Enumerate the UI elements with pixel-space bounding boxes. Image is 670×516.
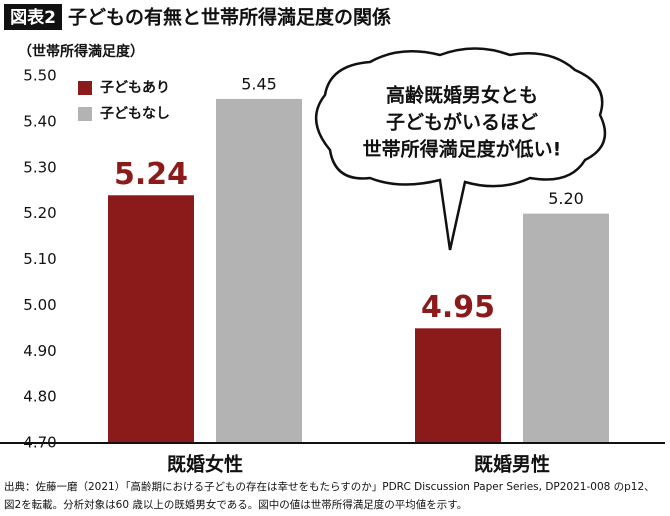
value-label: 5.20 <box>548 189 584 208</box>
chart-title: 子どもの有無と世帯所得満足度の関係 <box>68 6 391 29</box>
source: 図2を転載。分析対象は60 歳以上の既婚男女である。図中の値は世帯所得満足度の平… <box>4 498 467 511</box>
source: 出典：佐藤一磨（2021）「高齢期における子どもの存在は幸せをもたらすのか」PD… <box>4 480 655 493</box>
badge: 図表2 <box>10 7 56 28</box>
badge-box <box>4 4 62 30</box>
y-tick-label: 5.40 <box>23 112 56 130</box>
legend-swatch <box>78 81 92 95</box>
value-label: 5.24 <box>114 157 188 192</box>
annotation: 子どもがいるほど <box>386 111 538 134</box>
bar <box>523 213 609 443</box>
annotation: 高齢既婚男女とも <box>386 84 538 107</box>
legend-swatch <box>78 107 92 121</box>
annotation: 世帯所得満足度が低い! <box>363 138 562 161</box>
value-label: 5.45 <box>241 74 277 93</box>
speech-bubble <box>314 47 607 251</box>
x-tick-label: 既婚男性 <box>474 453 550 476</box>
x-tick-label: 既婚女性 <box>167 453 243 476</box>
y-tick-label: 4.80 <box>23 388 56 406</box>
bar <box>216 98 302 443</box>
y-tick-label: 5.00 <box>23 296 56 314</box>
bar <box>108 195 194 443</box>
bar <box>415 328 501 443</box>
y-tick-label: 4.90 <box>23 342 56 360</box>
y-tick-label: 5.20 <box>23 204 56 222</box>
y-axis-label: （世帯所得満足度） <box>18 43 144 60</box>
legend-label: 子どもあり <box>100 80 170 96</box>
value-label: 4.95 <box>421 290 495 325</box>
y-tick-label: 5.10 <box>23 250 56 268</box>
legend-label: 子どもなし <box>100 106 170 122</box>
y-tick-label: 5.50 <box>23 67 56 85</box>
y-tick-label: 5.30 <box>23 158 56 176</box>
